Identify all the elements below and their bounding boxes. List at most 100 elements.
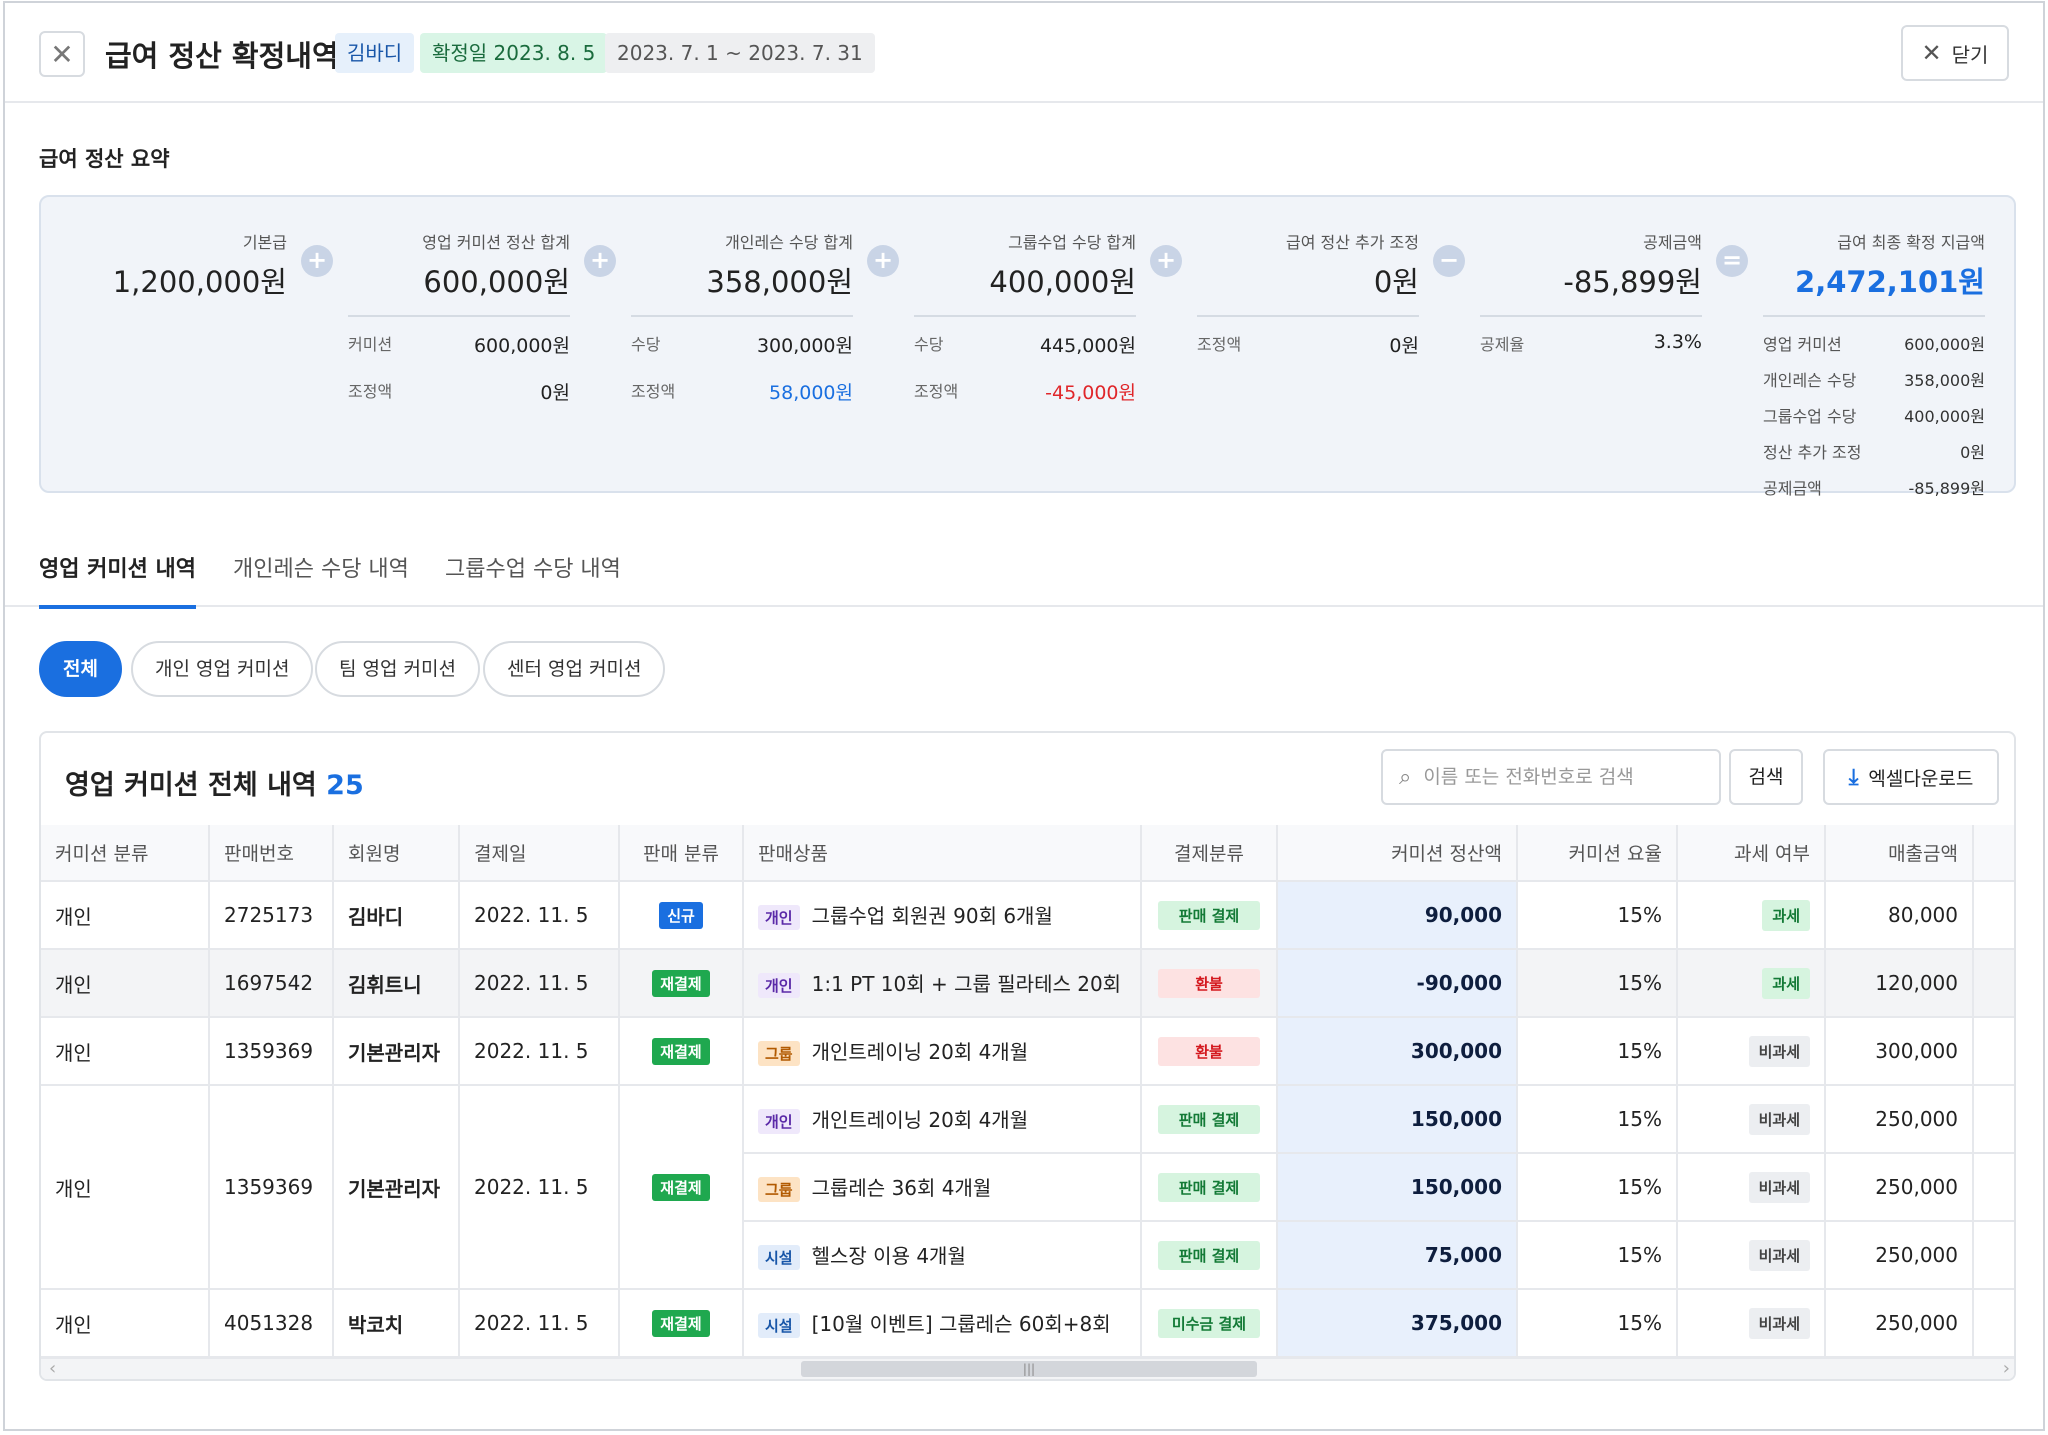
cell-product: 그룹수업 회원권 90회 6개월 xyxy=(811,904,1053,928)
cell-sales: 250,000 xyxy=(1825,1289,1974,1358)
col-header[interactable]: 판매상품 xyxy=(743,825,1142,882)
cell-sales: 300,000 xyxy=(1825,1017,1974,1086)
search-button[interactable]: 검색 xyxy=(1729,749,1803,805)
summary-adjust: 급여 정산 추가 조정 0원 조정액 0원 xyxy=(1197,229,1419,358)
payment-type-badge: 환불 xyxy=(1158,1036,1260,1066)
cell-commission: 150,000 xyxy=(1277,1153,1518,1222)
payment-type-badge: 판매 결제 xyxy=(1158,1172,1260,1202)
sub-key: 조정액 xyxy=(631,382,676,401)
filter-team[interactable]: 팀 영업 커미션 xyxy=(315,641,480,697)
table-row[interactable]: 개인 4051328 박코치 2022. 11. 5 재결제 시설 [10월 이벤… xyxy=(41,1289,2014,1358)
col-header[interactable]: 커미션 요율 xyxy=(1517,825,1678,882)
search-input[interactable] xyxy=(1423,766,1684,788)
divider xyxy=(631,315,853,317)
list-title-text: 영업 커미션 전체 내역 xyxy=(65,770,317,801)
sub-key: 수당 xyxy=(631,335,661,354)
close-button[interactable]: ✕ 닫기 xyxy=(1901,25,2009,81)
cell-category: 개인 xyxy=(41,1017,210,1086)
chevron-left-icon[interactable]: ‹ xyxy=(49,1358,57,1379)
tab-personal-lesson[interactable]: 개인레슨 수당 내역 xyxy=(233,557,409,582)
cell-sale-no: 2725173 xyxy=(209,881,334,950)
tax-badge: 과세 xyxy=(1762,967,1810,999)
col-header[interactable]: 판매번호 xyxy=(209,825,334,882)
dialog-header: ✕ 급여 정산 확정내역 김바디 확정일 2023. 8. 5 2023. 7.… xyxy=(5,3,2043,103)
search-box: ⌕ xyxy=(1381,749,1721,805)
cell-sales: 250,000 xyxy=(1825,1221,1974,1290)
plus-icon: + xyxy=(1150,245,1182,277)
col-header[interactable]: 매출금액 xyxy=(1825,825,1974,882)
settlement-dialog: ✕ 급여 정산 확정내역 김바디 확정일 2023. 8. 5 2023. 7.… xyxy=(3,1,2045,1431)
period-tag: 2023. 7. 1 ~ 2023. 7. 31 xyxy=(605,33,875,73)
table-row[interactable]: 그룹 그룹레슨 36회 4개월 판매 결제 150,000 15% 비과세 250… xyxy=(41,1153,2014,1222)
table-row[interactable]: 개인 1359369 기본관리자 2022. 11. 5 재결제 그룹 개인트레이… xyxy=(41,1017,2014,1086)
tax-badge: 비과세 xyxy=(1748,1307,1810,1339)
product-type-tag: 개인 xyxy=(758,905,800,930)
cell-sale-no: 1697542 xyxy=(209,949,334,1018)
summary-base: 기본급 1,200,000원 xyxy=(65,229,287,301)
filter-all[interactable]: 전체 xyxy=(39,641,122,697)
list-count: 25 xyxy=(326,770,364,801)
col-header[interactable]: 판매 분류 xyxy=(619,825,744,882)
sub-key: 커미션 xyxy=(348,335,393,354)
summary-value: 2,472,101원 xyxy=(1795,265,1985,299)
excel-download-button[interactable]: ⤓ 엑셀다운로드 xyxy=(1823,749,1999,805)
summary-label: 급여 최종 확정 지급액 xyxy=(1837,233,1985,252)
list-title: 영업 커미션 전체 내역 25 xyxy=(65,763,364,802)
filter-personal[interactable]: 개인 영업 커미션 xyxy=(131,641,314,697)
minus-icon: − xyxy=(1433,245,1465,277)
col-header[interactable]: 결제일 xyxy=(459,825,620,882)
table-row[interactable]: 개인 2725173 김바디 2022. 11. 5 신규 개인 그룹수업 회원권… xyxy=(41,881,2014,950)
summary-label: 개인레슨 수당 합계 xyxy=(725,233,853,252)
table-row[interactable]: 개인 1697542 김휘트니 2022. 11. 5 재결제 개인 1:1 PT… xyxy=(41,949,2014,1018)
summary-final: 급여 최종 확정 지급액 2,472,101원 영업 커미션 600,000원 개… xyxy=(1763,229,1985,499)
summary-sales: 영업 커미션 정산 합계 600,000원 커미션 600,000원 조정액 0원 xyxy=(348,229,570,405)
cell-commission: 75,000 xyxy=(1277,1221,1518,1290)
cell-sales: 250,000 xyxy=(1825,1085,1974,1154)
sale-kind-badge: 재결제 xyxy=(652,969,710,997)
table-row[interactable]: 시설 헬스장 이용 4개월 판매 결제 75,000 15% 비과세 250,00… xyxy=(41,1221,2014,1290)
tax-badge: 비과세 xyxy=(1748,1171,1810,1203)
final-key: 그룹수업 수당 xyxy=(1763,407,1857,426)
sub-value: 300,000원 xyxy=(756,335,853,357)
summary-label: 급여 정산 추가 조정 xyxy=(1285,233,1419,252)
sub-value: 0원 xyxy=(540,382,570,404)
horizontal-scrollbar[interactable]: ‹ ||| › xyxy=(41,1357,2014,1379)
scrollbar-thumb[interactable]: ||| xyxy=(801,1361,1257,1377)
cell-date: 2022. 11. 5 xyxy=(459,881,620,950)
chevron-right-icon[interactable]: › xyxy=(2002,1358,2010,1379)
sale-kind-badge: 신규 xyxy=(659,901,703,929)
sub-key: 수당 xyxy=(914,335,944,354)
tax-badge: 비과세 xyxy=(1748,1035,1810,1067)
cell-commission: 300,000 xyxy=(1277,1017,1518,1086)
sub-value: 3.3% xyxy=(1653,331,1702,353)
close-icon: ✕ xyxy=(1921,39,1942,67)
filter-center[interactable]: 센터 영업 커미션 xyxy=(483,641,666,697)
tab-group-class[interactable]: 그룹수업 수당 내역 xyxy=(445,557,621,582)
summary-title: 급여 정산 요약 xyxy=(39,147,170,171)
summary-value: 1,200,000원 xyxy=(112,265,287,299)
cell-product: 개인트레이닝 20회 4개월 xyxy=(811,1040,1029,1064)
search-icon: ⌕ xyxy=(1399,764,1412,790)
cell-commission: 375,000 xyxy=(1277,1289,1518,1358)
col-header[interactable]: 커미션 분류 xyxy=(41,825,210,882)
col-header[interactable]: 커미션 정산액 xyxy=(1277,825,1518,882)
summary-value: -85,899원 xyxy=(1563,265,1702,299)
col-header[interactable]: 결제분류 xyxy=(1141,825,1278,882)
divider xyxy=(1480,315,1702,317)
table-row[interactable]: 개인 1359369 기본관리자 2022. 11. 5 재결제 개인 개인트레이… xyxy=(41,1085,2014,1290)
sale-kind-badge: 재결제 xyxy=(652,1037,710,1065)
cell-sale-no: 1359369 xyxy=(209,1085,334,1290)
tab-sales-commission[interactable]: 영업 커미션 내역 xyxy=(39,551,196,609)
sub-value: 0원 xyxy=(1389,335,1419,357)
final-key: 개인레슨 수당 xyxy=(1763,371,1857,390)
col-header[interactable]: 회원명 xyxy=(333,825,460,882)
cell-product: 헬스장 이용 4개월 xyxy=(811,1244,966,1268)
close-x-button[interactable]: ✕ xyxy=(39,31,85,77)
tax-badge: 비과세 xyxy=(1748,1103,1810,1135)
product-type-tag: 그룹 xyxy=(758,1041,800,1066)
divider xyxy=(1197,315,1419,317)
col-header[interactable]: 과세 여부 xyxy=(1677,825,1826,882)
col-header-extra xyxy=(1973,825,2014,882)
plus-icon: + xyxy=(584,245,616,277)
cell-rate: 15% xyxy=(1517,1289,1678,1358)
